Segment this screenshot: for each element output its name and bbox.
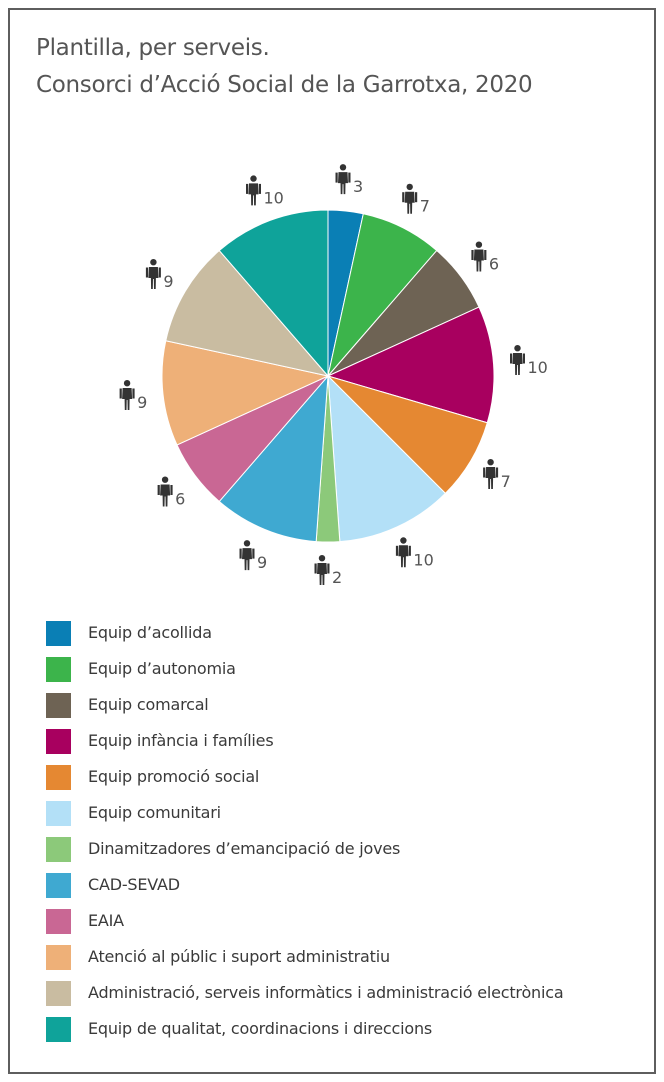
legend-item: Equip de qualitat, coordinacions i direc… xyxy=(46,1014,646,1050)
pie-slice xyxy=(218,374,329,543)
legend-item: Equip comunitari xyxy=(46,798,646,834)
legend-item: CAD-SEVAD xyxy=(46,870,646,906)
slice-value-label: 9 xyxy=(163,272,173,291)
legend-item: Equip infància i famílies xyxy=(46,726,646,762)
legend-item: Equip d’acollida xyxy=(46,618,646,654)
legend-item: Administració, serveis informàtics i adm… xyxy=(46,978,646,1014)
pie-chart: 3 7 6 10 7 10 2 9 6 9 9 10 xyxy=(119,164,548,587)
legend-label: Equip promoció social xyxy=(88,767,260,786)
pie-slice xyxy=(327,374,447,543)
person-icon xyxy=(157,476,173,507)
legend-item: EAIA xyxy=(46,906,646,942)
pie-slice xyxy=(165,249,330,377)
slice-value-label: 9 xyxy=(257,553,267,572)
pie-slice xyxy=(326,306,495,424)
person-icon xyxy=(483,459,499,489)
legend-label: Atenció al públic i suport administratiu xyxy=(88,947,390,966)
legend-swatch xyxy=(46,801,71,826)
legend-label: Equip d’autonomia xyxy=(88,659,236,678)
slice-value-label: 6 xyxy=(175,490,185,509)
title-line-2: Consorci d’Acció Social de la Garrotxa, … xyxy=(36,72,533,98)
legend-label: Equip de qualitat, coordinacions i direc… xyxy=(88,1019,433,1038)
person-icon xyxy=(314,555,330,585)
person-icon xyxy=(239,540,255,571)
legend-label: Equip infància i famílies xyxy=(88,731,274,750)
legend-swatch xyxy=(46,621,71,646)
person-icon xyxy=(119,380,135,410)
legend-swatch xyxy=(46,909,71,934)
person-icon xyxy=(246,175,261,206)
legend-item: Equip d’autonomia xyxy=(46,654,646,690)
slice-value-label: 3 xyxy=(353,177,363,196)
slice-value-label: 7 xyxy=(420,197,430,216)
slice-value-label: 10 xyxy=(264,188,284,207)
legend-label: Dinamitzadores d’emancipació de joves xyxy=(88,839,401,858)
legend-swatch xyxy=(46,729,71,754)
legend-swatch xyxy=(46,873,71,898)
legend-label: Administració, serveis informàtics i adm… xyxy=(88,983,564,1002)
person-icon xyxy=(335,164,351,195)
legend-swatch xyxy=(46,981,71,1006)
legend-swatch xyxy=(46,945,71,970)
legend-swatch xyxy=(46,693,71,718)
legend-item: Dinamitzadores d’emancipació de joves xyxy=(46,834,646,870)
legend-label: Equip comarcal xyxy=(88,695,209,714)
slice-value-label: 7 xyxy=(501,472,511,491)
legend-label: EAIA xyxy=(88,911,124,930)
slice-value-label: 10 xyxy=(413,550,433,569)
legend-swatch xyxy=(46,1017,71,1042)
legend: Equip d’acollida Equip d’autonomia Equip c… xyxy=(46,618,646,1050)
person-icon xyxy=(395,537,411,568)
pie-slice xyxy=(161,340,330,446)
person-icon xyxy=(402,183,418,214)
title-line-1: Plantilla, per serveis. xyxy=(36,35,270,61)
legend-label: CAD-SEVAD xyxy=(88,875,180,894)
slice-value-label: 10 xyxy=(528,358,548,377)
legend-swatch xyxy=(46,657,71,682)
slice-value-label: 2 xyxy=(332,568,342,587)
person-icon xyxy=(471,241,487,272)
legend-item: Atenció al públic i suport administratiu xyxy=(46,942,646,978)
chart-title: Plantilla, per serveis. Consorci d’Acció… xyxy=(36,30,636,104)
person-icon xyxy=(145,259,161,289)
legend-swatch xyxy=(46,765,71,790)
legend-item: Equip comarcal xyxy=(46,690,646,726)
slice-value-label: 9 xyxy=(137,393,147,412)
legend-label: Equip comunitari xyxy=(88,803,221,822)
slice-value-label: 6 xyxy=(489,255,499,274)
legend-item: Equip promoció social xyxy=(46,762,646,798)
person-icon xyxy=(510,345,525,375)
legend-label: Equip d’acollida xyxy=(88,623,212,642)
legend-swatch xyxy=(46,837,71,862)
pie-slice xyxy=(218,209,329,378)
